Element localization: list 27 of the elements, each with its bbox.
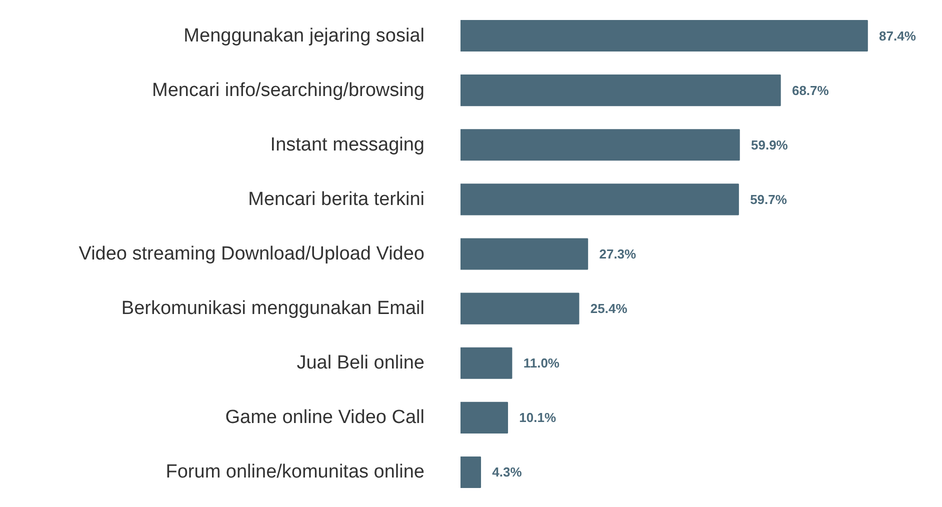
data-label: 59.7% (750, 192, 788, 207)
bar (460, 347, 512, 379)
data-label: 10.1% (519, 410, 556, 426)
bar (460, 129, 740, 161)
data-label: 68.7% (792, 82, 830, 98)
y-tick-label: Mencari info/searching/browsing (152, 80, 424, 101)
bar (460, 456, 482, 488)
y-tick-label: Forum online/komunitas online (166, 462, 425, 483)
y-tick-label: Video streaming Download/Upload Video (78, 244, 424, 264)
data-label: 27.3% (599, 246, 637, 262)
bar (460, 292, 580, 324)
y-tick-label: Mencari berita terkini (248, 188, 424, 210)
bar (460, 238, 588, 270)
data-label: 59.9% (751, 137, 788, 152)
bar (460, 184, 739, 216)
bar (460, 74, 781, 106)
bar (460, 20, 868, 52)
data-label: 11.0% (523, 356, 560, 371)
y-tick-label: Jual Beli online (296, 352, 425, 374)
data-label: 4.3% (492, 464, 522, 480)
bar (460, 402, 508, 434)
y-tick-label: Berkomunikasi menggunakan Email (121, 298, 425, 320)
y-tick-label: Instant messaging (270, 134, 425, 156)
y-tick-label: Game online Video Call (225, 407, 425, 428)
data-label: 25.4% (590, 301, 628, 316)
y-tick-label: Menggunakan jejaring sosial (184, 25, 425, 46)
data-label: 87.4% (879, 28, 916, 44)
